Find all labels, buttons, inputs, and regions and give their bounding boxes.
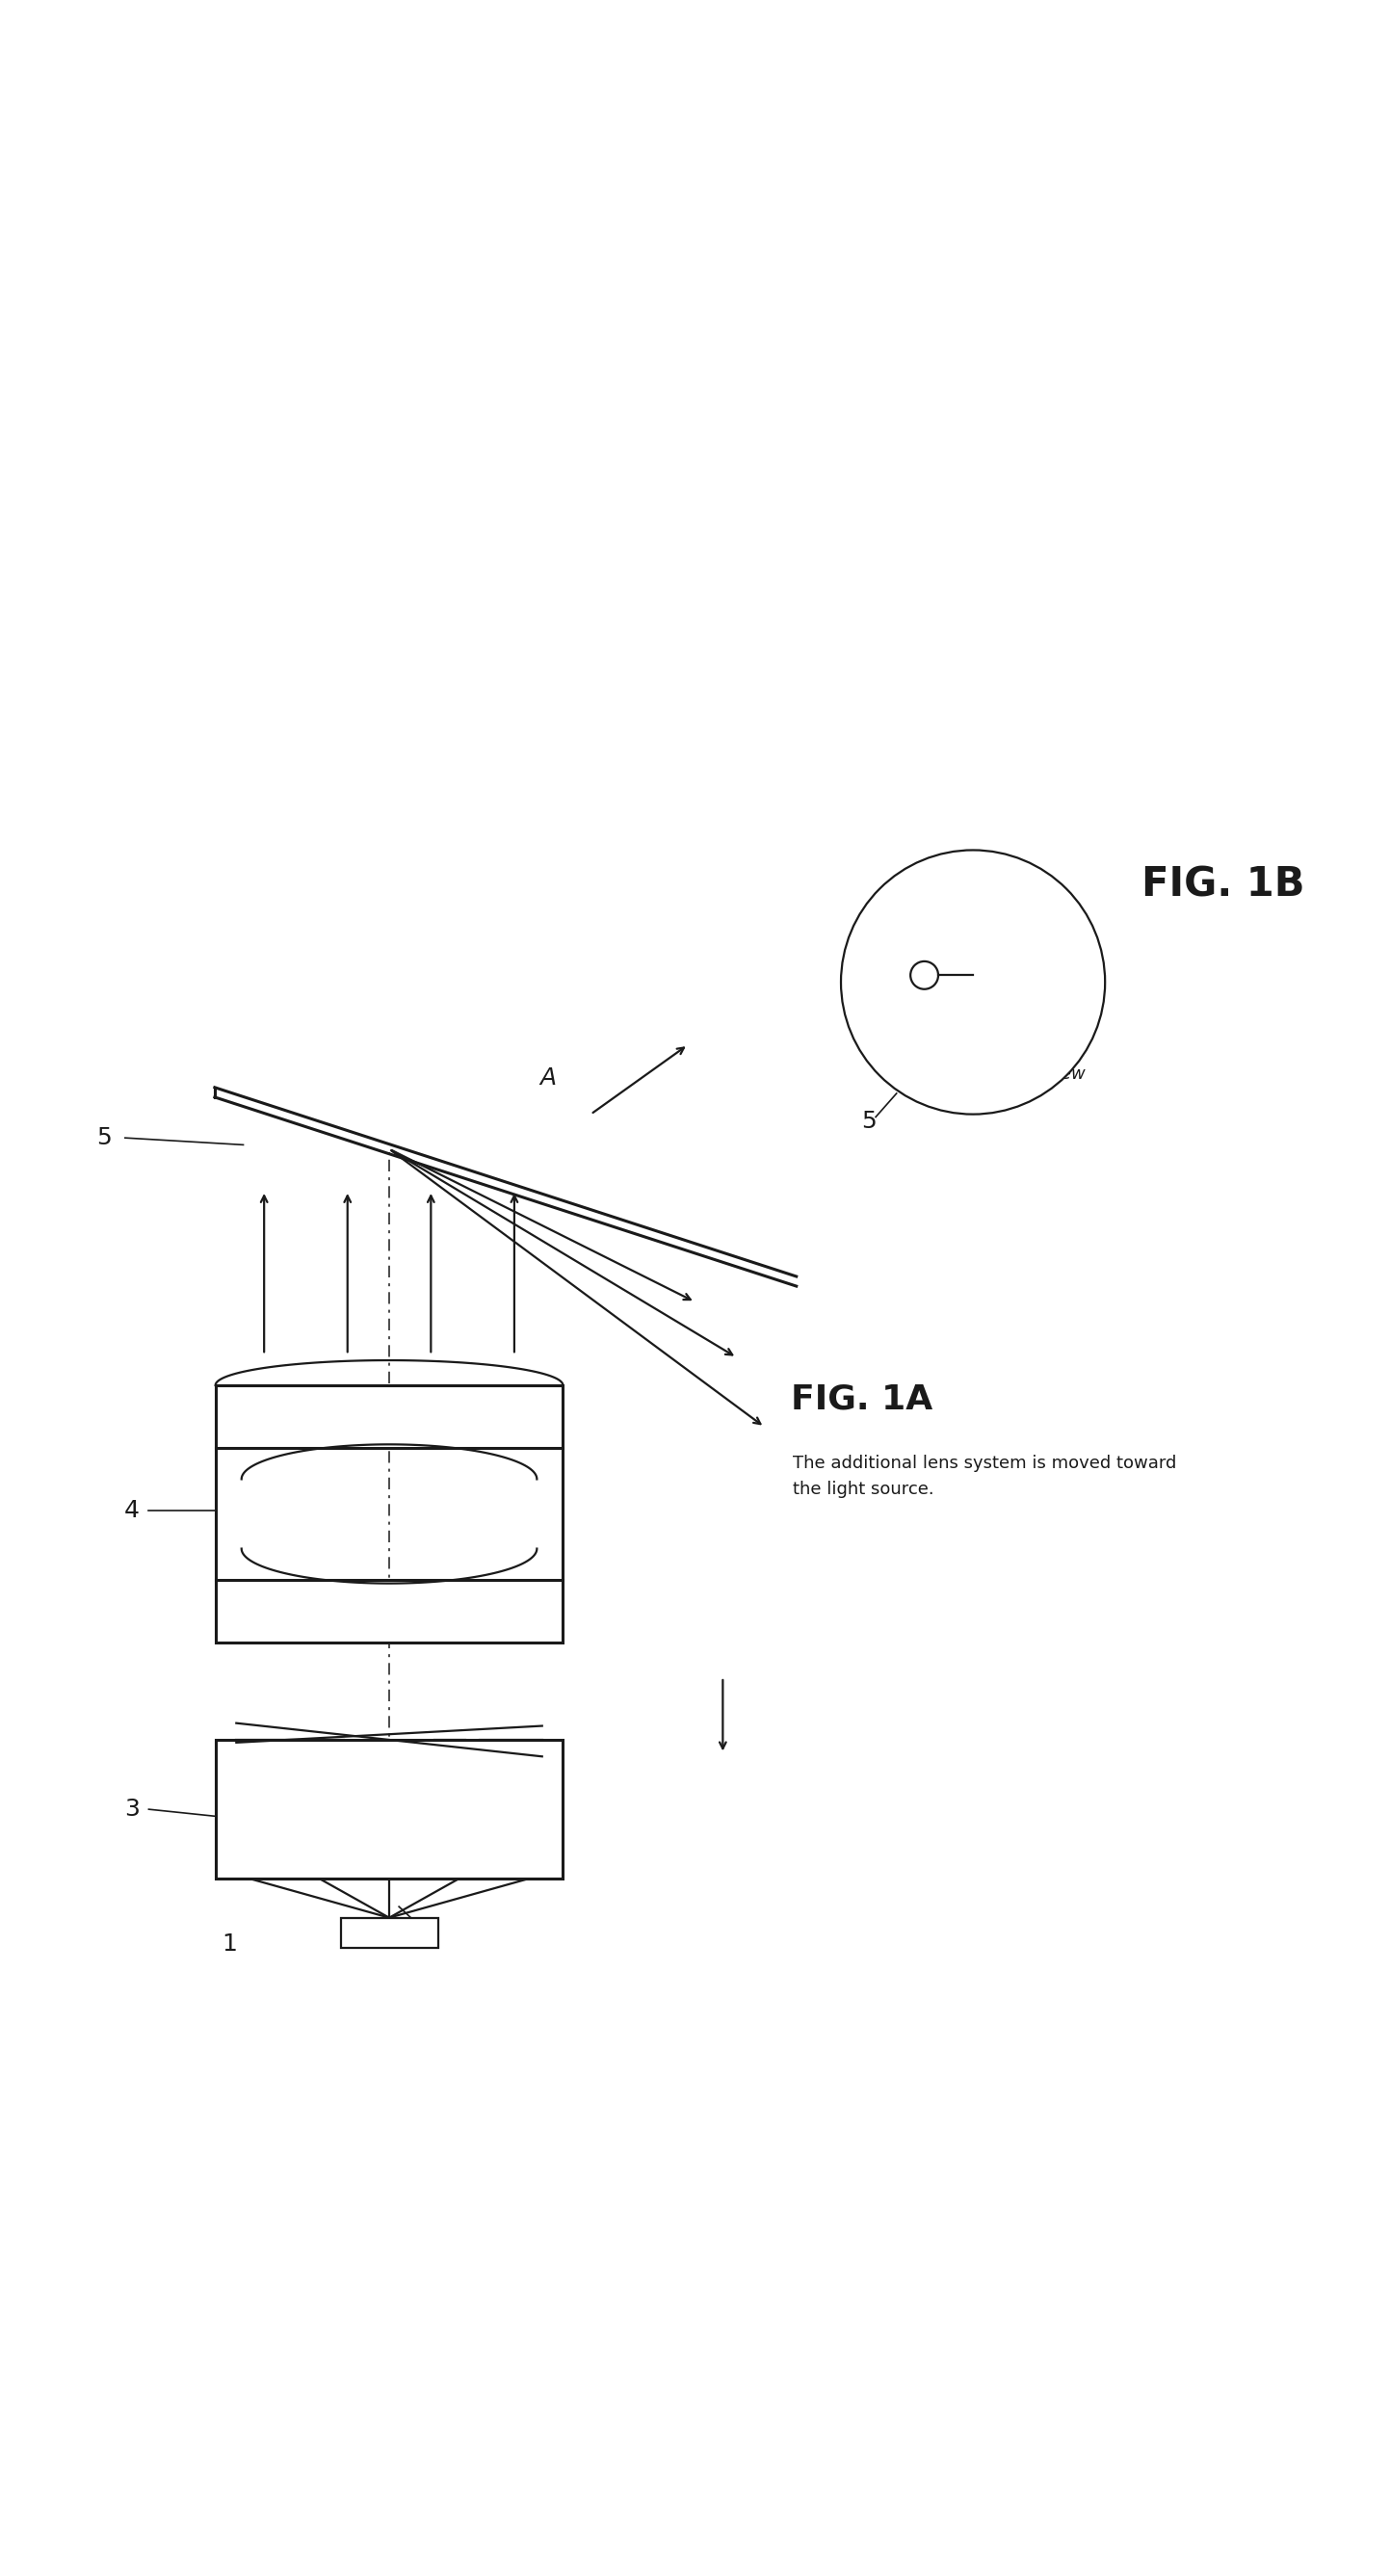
Bar (215, 1386, 563, 1448)
Text: FIG. 1B: FIG. 1B (1141, 866, 1305, 904)
Text: The additional lens system is moved toward
the light source.: The additional lens system is moved towa… (792, 1455, 1176, 1497)
Text: 3: 3 (124, 1798, 140, 1821)
Text: A-Arrow View: A-Arrow View (970, 1066, 1087, 1082)
Text: 1: 1 (221, 1932, 238, 1955)
Text: 4: 4 (124, 1499, 140, 1522)
Text: 5a: 5a (951, 958, 981, 981)
Text: FIG. 1A: FIG. 1A (791, 1383, 933, 1417)
Bar (215, 1579, 563, 1643)
Text: 5: 5 (97, 1126, 111, 1149)
Text: A: A (539, 1066, 556, 1090)
Bar (215, 1739, 563, 1878)
Circle shape (910, 961, 938, 989)
Bar (341, 1917, 438, 1947)
Text: 2: 2 (409, 1917, 425, 1940)
Text: 5: 5 (862, 1110, 876, 1133)
Circle shape (841, 850, 1105, 1115)
